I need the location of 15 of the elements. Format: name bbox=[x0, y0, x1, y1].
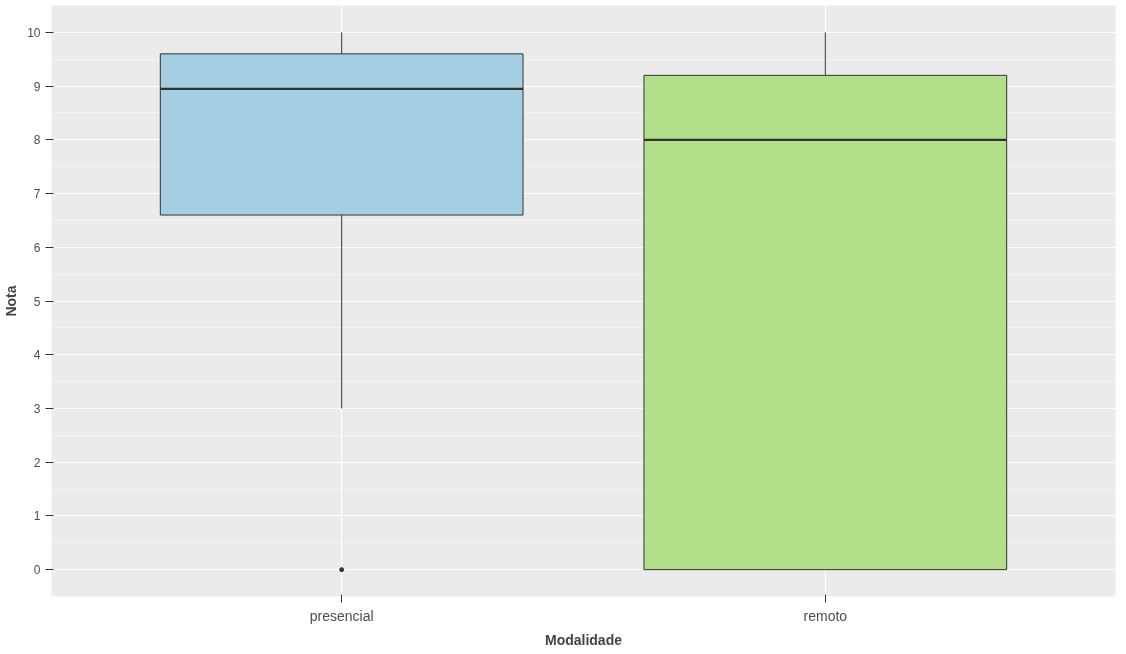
y-tick-label: 9 bbox=[33, 79, 41, 94]
y-tick-label: 10 bbox=[27, 25, 41, 40]
y-tick-label: 2 bbox=[33, 455, 41, 470]
y-tick-label: 6 bbox=[33, 240, 41, 255]
y-tick-label: 0 bbox=[33, 563, 41, 578]
y-tick-label: 3 bbox=[33, 401, 41, 416]
y-tick-label: 5 bbox=[33, 294, 41, 309]
x-axis-title: Modalidade bbox=[545, 631, 623, 648]
x-tick-label: presencial bbox=[309, 607, 374, 624]
y-tick-label: 7 bbox=[33, 187, 41, 202]
y-axis-title: Nota bbox=[3, 285, 20, 317]
y-tick-label: 4 bbox=[33, 348, 41, 363]
x-tick-label: remoto bbox=[803, 607, 848, 624]
y-tick-label: 1 bbox=[33, 509, 41, 524]
y-tick-label: 8 bbox=[33, 133, 41, 148]
